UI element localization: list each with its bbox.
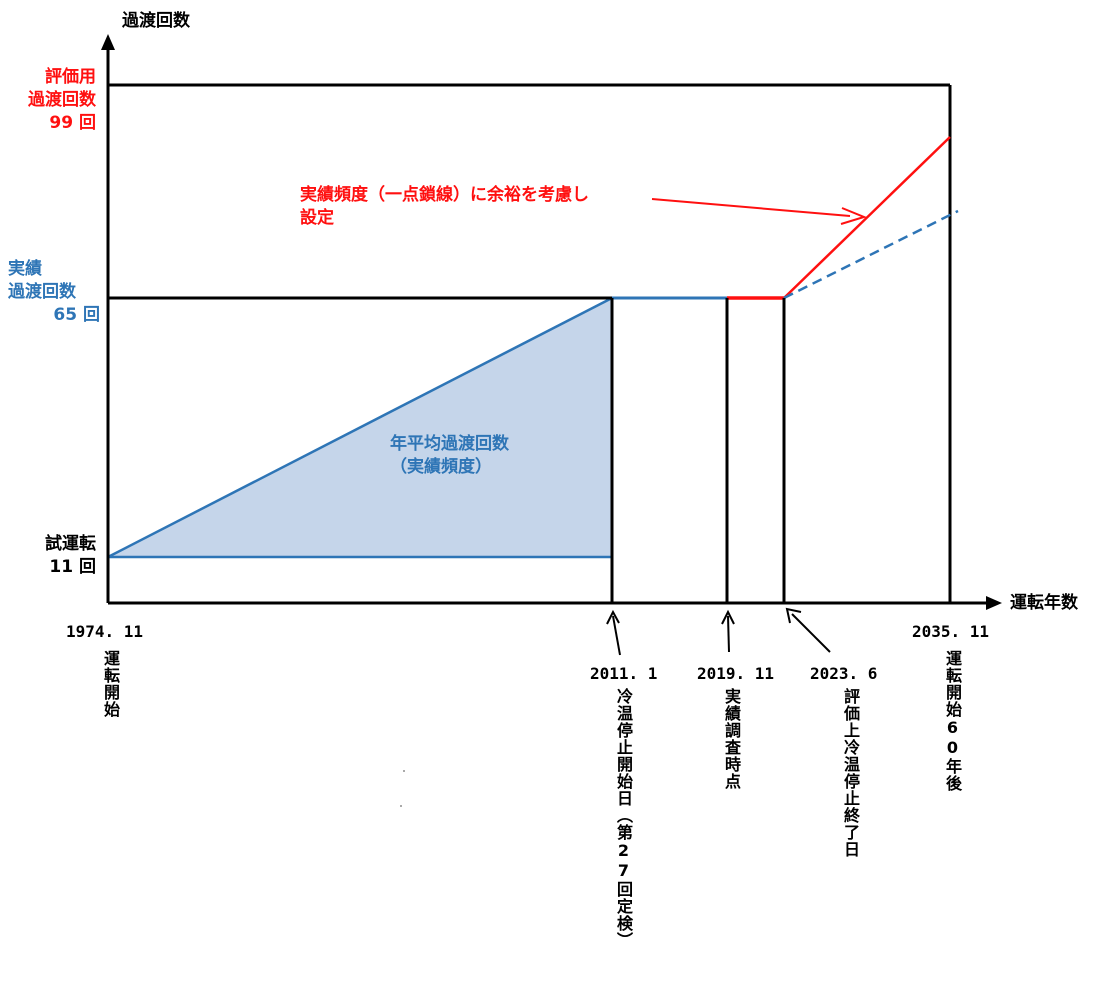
- trial-label-line1: 試運転: [45, 534, 96, 554]
- label-cold-stop-end: 評価上冷温停止終了日: [841, 688, 860, 858]
- blue-area-line2: （実績頻度）: [390, 457, 492, 477]
- red-note-arrowhead: [840, 207, 867, 225]
- label-sixty-years: 運転開始60年後: [943, 650, 962, 792]
- blue-area-line1: 年平均過渡回数: [390, 434, 509, 454]
- average-trend-line: [107, 296, 613, 559]
- evaluation-label-line3: 99 回: [49, 113, 96, 133]
- blue-area-note: 年平均過渡回数 （実績頻度）: [390, 433, 509, 479]
- scan-speck: [403, 770, 405, 772]
- evaluation-projection-line: [783, 136, 951, 299]
- trial-label-line2: 11 回: [49, 557, 96, 577]
- label-start: 運転開始: [101, 650, 120, 718]
- evaluation-label-line1: 評価用: [45, 67, 96, 87]
- evaluation-count-label: 評価用 過渡回数 99 回: [8, 66, 96, 135]
- date-cold-stop-end: 2023. 6: [810, 664, 878, 683]
- y-axis-arrowhead: [101, 34, 115, 50]
- scan-speck: [400, 805, 402, 807]
- red-note-line1: 実績頻度（一点鎖線）に余裕を考慮し: [300, 185, 589, 205]
- actual-label-line3: 65 回: [53, 305, 100, 325]
- y-axis-title: 過渡回数: [122, 11, 190, 31]
- date-cold-stop-start: 2011. 1: [590, 664, 658, 683]
- actual-label-line1: 実績: [8, 259, 42, 279]
- x-axis-arrowhead: [986, 596, 1002, 610]
- actual-count-label: 実績 過渡回数 65 回: [8, 258, 100, 327]
- pointer-2011: [612, 615, 621, 656]
- label-survey: 実績調査時点: [722, 688, 741, 790]
- evaluation-label-line2: 過渡回数: [28, 90, 96, 110]
- pointer-2023-head: [785, 607, 802, 624]
- date-sixty-years: 2035. 11: [912, 622, 990, 641]
- red-note-arrow: [651, 198, 851, 217]
- trial-count-label: 試運転 11 回: [8, 533, 96, 579]
- red-note-line2: 設定: [300, 208, 334, 228]
- date-start: 1974. 11: [66, 622, 144, 641]
- pointer-2023: [791, 613, 831, 653]
- pointer-2019-head: [721, 609, 735, 625]
- pointer-2011-head: [606, 609, 620, 625]
- pointer-2019: [727, 615, 730, 653]
- date-survey: 2019. 11: [697, 664, 775, 683]
- x-axis-title: 運転年数: [1010, 593, 1078, 613]
- actual-projection-line: [783, 209, 959, 300]
- actual-label-line2: 過渡回数: [8, 282, 76, 302]
- red-note: 実績頻度（一点鎖線）に余裕を考慮し 設定: [300, 184, 589, 230]
- label-cold-stop-start: 冷温停止開始日（第27回定検）: [614, 688, 633, 949]
